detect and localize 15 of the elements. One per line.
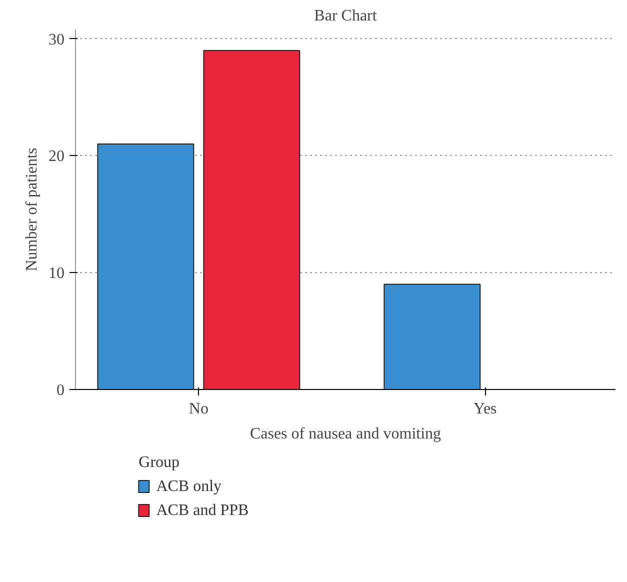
legend-label: ACB and PPB	[156, 502, 249, 519]
y-tick-label: 20	[48, 148, 64, 166]
legend-title: Group	[138, 454, 180, 471]
bar	[384, 284, 481, 390]
x-tick-label: Yes	[474, 400, 497, 418]
legend-label: ACB only	[156, 478, 222, 495]
y-tick-label: 10	[48, 265, 64, 282]
y-tick-label: 0	[56, 382, 64, 399]
chart-title: Bar Chart	[314, 8, 378, 24]
x-axis-title: Cases of nausea and vomiting	[250, 426, 442, 442]
y-tick-label: 30	[48, 31, 64, 48]
x-tick-label: No	[188, 400, 208, 418]
bar	[203, 50, 300, 390]
bar	[97, 144, 194, 390]
y-axis-title: Number of patients	[24, 148, 40, 272]
